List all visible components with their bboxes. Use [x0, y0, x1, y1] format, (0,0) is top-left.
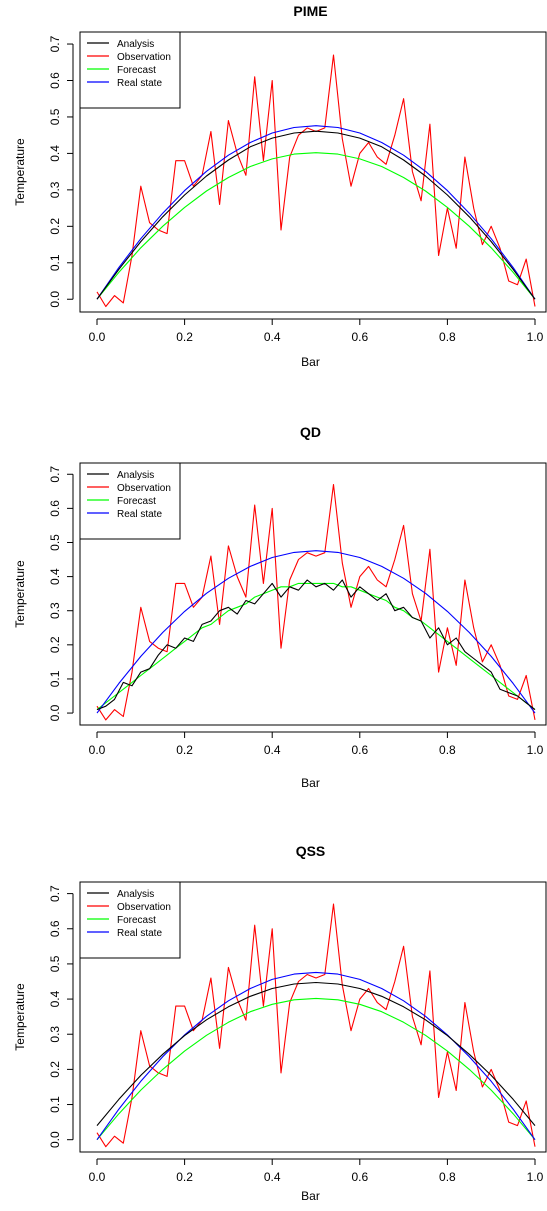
y-tick-label: 0.3 — [48, 602, 62, 619]
x-tick-label: 0.8 — [439, 1170, 456, 1184]
y-axis-label: Temperature — [13, 983, 27, 1051]
y-tick-label: 0.0 — [48, 704, 62, 721]
x-tick-label: 0.0 — [89, 330, 106, 344]
x-tick-label: 0.6 — [351, 743, 368, 757]
legend-box — [79, 462, 181, 540]
y-tick-label: 0.2 — [48, 218, 62, 235]
x-tick-label: 0.6 — [351, 330, 368, 344]
series-line-analysis — [96, 130, 536, 300]
x-tick-label: 0.2 — [176, 1170, 193, 1184]
y-tick-label: 0.2 — [48, 636, 62, 653]
chart-title: QD — [300, 424, 321, 440]
y-tick-label: 0.5 — [48, 534, 62, 551]
y-tick-label: 0.3 — [48, 181, 62, 198]
series-line-observation — [96, 903, 536, 1148]
y-tick-label: 0.7 — [48, 35, 62, 52]
y-tick-label: 0.7 — [48, 885, 62, 902]
x-axis-label: Bar — [301, 1189, 320, 1203]
x-tick-label: 0.4 — [264, 1170, 281, 1184]
y-tick-label: 0.4 — [48, 568, 62, 585]
y-tick-label: 0.6 — [48, 72, 62, 89]
y-tick-label: 0.1 — [48, 1096, 62, 1113]
legend-label: Analysis — [117, 470, 154, 481]
x-tick-label: 0.0 — [89, 1170, 106, 1184]
legend-label: Forecast — [117, 496, 156, 507]
chart-panel-qss: QSS 0.0 0.2 0.4 0.6 0.8 1.0 0.0 0.1 0.2 0.3 0.4 0.5 0… — [13, 843, 547, 1203]
legend-label: Real state — [117, 509, 162, 520]
y-tick-label: 0.4 — [48, 145, 62, 162]
y-axis-label: Temperature — [13, 560, 27, 628]
x-tick-label: 0.4 — [264, 743, 281, 757]
chart-title: QSS — [296, 843, 326, 859]
series-line-forecast — [96, 152, 536, 300]
plot-frame — [79, 31, 547, 313]
legend-label: Forecast — [117, 65, 156, 76]
legend-label: Real state — [117, 78, 162, 89]
x-tick-label: 0.8 — [439, 743, 456, 757]
series-line-forecast — [96, 997, 536, 1141]
series-line-forecast — [96, 582, 536, 711]
x-tick-label: 0.2 — [176, 330, 193, 344]
y-tick-label: 0.1 — [48, 254, 62, 271]
y-tick-label: 0.1 — [48, 670, 62, 687]
y-tick-label: 0.7 — [48, 466, 62, 483]
y-axis-label: Temperature — [13, 138, 27, 206]
chart-panel-qd: QD 0.0 0.2 0.4 0.6 0.8 1.0 0.0 0.1 0.2 0.3 0.4 0.5 0.… — [13, 424, 547, 790]
x-tick-label: 0.8 — [439, 330, 456, 344]
series-line-real-state — [96, 125, 536, 300]
y-tick-label: 0.4 — [48, 990, 62, 1007]
legend-label: Forecast — [117, 915, 156, 926]
x-axis-label: Bar — [301, 776, 320, 790]
plot-frame — [79, 462, 547, 726]
x-tick-label: 0.0 — [89, 743, 106, 757]
x-tick-label: 1.0 — [527, 330, 544, 344]
y-tick-label: 0.3 — [48, 1026, 62, 1043]
series-group — [96, 903, 536, 1148]
chart-panel-pime: PIME 0.0 0.2 0.4 0.6 0.8 1.0 0.0 0.1 0.2 0.3 0.4 0.5… — [13, 3, 547, 369]
series-group — [96, 54, 536, 308]
legend-label: Real state — [117, 928, 162, 939]
legend-label: Analysis — [117, 889, 154, 900]
legend-label: Observation — [117, 902, 171, 913]
y-tick-label: 0.0 — [48, 291, 62, 308]
legend-label: Observation — [117, 52, 171, 63]
x-tick-label: 1.0 — [527, 1170, 544, 1184]
x-tick-label: 0.2 — [176, 743, 193, 757]
x-tick-label: 0.6 — [351, 1170, 368, 1184]
series-line-real-state — [96, 550, 536, 714]
y-tick-label: 0.2 — [48, 1061, 62, 1078]
legend-box — [79, 31, 181, 109]
y-tick-label: 0.5 — [48, 108, 62, 125]
series-line-observation — [96, 483, 536, 721]
y-tick-label: 0.0 — [48, 1131, 62, 1148]
series-line-real-state — [96, 971, 536, 1141]
series-line-analysis — [96, 981, 536, 1126]
x-tick-label: 0.4 — [264, 330, 281, 344]
series-line-analysis — [96, 579, 536, 711]
series-group — [96, 483, 536, 721]
y-tick-label: 0.6 — [48, 500, 62, 517]
legend-label: Analysis — [117, 39, 154, 50]
x-axis-label: Bar — [301, 355, 320, 369]
y-tick-label: 0.5 — [48, 955, 62, 972]
plot-frame — [79, 881, 547, 1153]
x-tick-label: 1.0 — [527, 743, 544, 757]
legend-label: Observation — [117, 483, 171, 494]
y-tick-label: 0.6 — [48, 920, 62, 937]
chart-title: PIME — [293, 3, 327, 19]
legend-box — [79, 881, 181, 959]
